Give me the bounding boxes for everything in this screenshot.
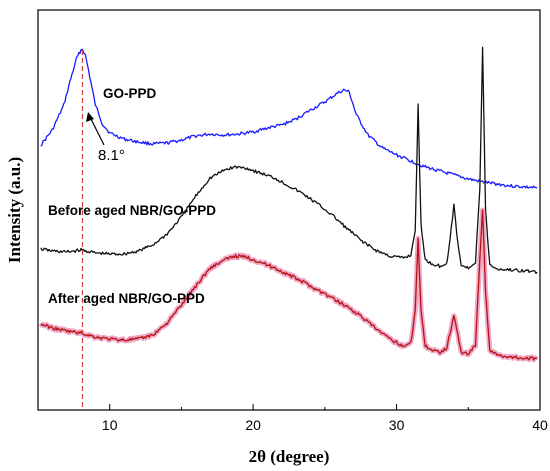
annotation-arrow-head <box>86 112 94 122</box>
y-axis-title: Intensity (a.u.) <box>5 157 24 263</box>
series-line-1 <box>40 46 538 274</box>
plot-area <box>37 9 541 411</box>
annotation-label: 8.1° <box>98 147 125 164</box>
series-label-after-aged: After aged NBR/GO-PPD <box>48 291 205 306</box>
series-line-2 <box>40 209 538 361</box>
series-layer <box>38 46 539 363</box>
x-tick-label: 10 <box>102 417 118 433</box>
series-label-go-ppd: GO-PPD <box>103 86 157 101</box>
x-axis-ticks: 10 20 30 40 <box>37 404 548 433</box>
x-tick-label: 40 <box>532 417 548 433</box>
x-axis-title: 2θ (degree) <box>249 447 330 466</box>
series-line-0 <box>40 48 538 189</box>
x-tick-label: 20 <box>245 417 261 433</box>
annotation-arrow <box>89 116 105 146</box>
series-label-before-aged: Before aged NBR/GO-PPD <box>48 203 216 218</box>
x-tick-label: 30 <box>389 417 405 433</box>
